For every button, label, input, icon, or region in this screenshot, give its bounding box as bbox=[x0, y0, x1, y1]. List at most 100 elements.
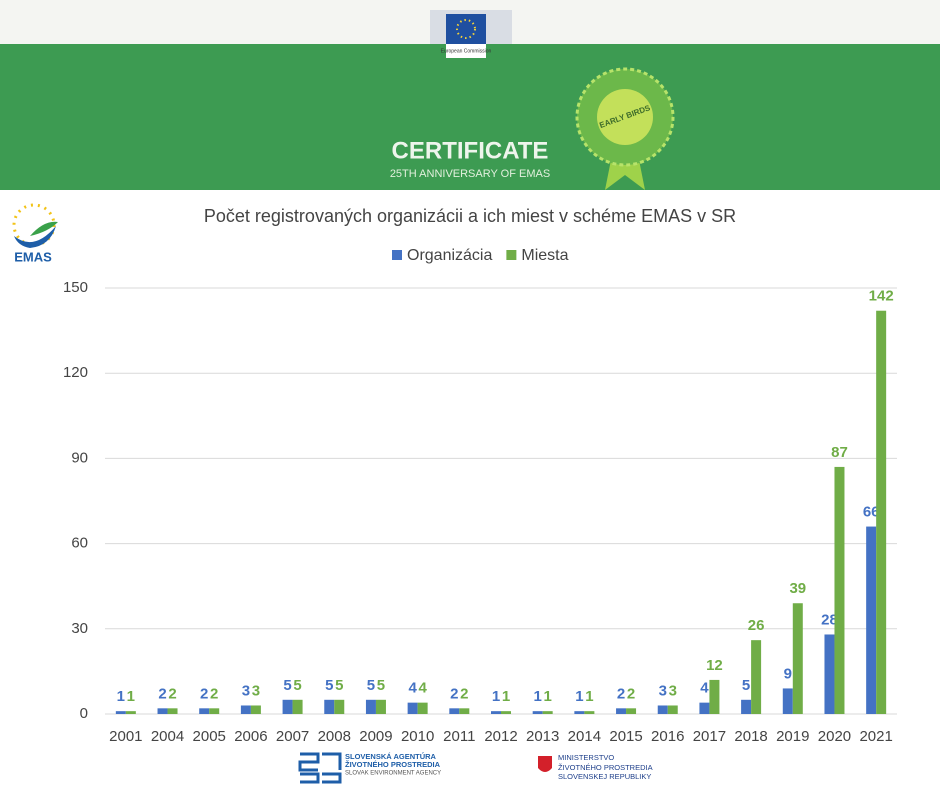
data-label: 2 bbox=[168, 685, 176, 702]
bar bbox=[741, 699, 752, 714]
data-label: 5 bbox=[293, 677, 301, 694]
data-label: 1 bbox=[544, 688, 552, 705]
bar bbox=[365, 699, 376, 714]
agency-logo bbox=[298, 752, 342, 784]
bar bbox=[407, 702, 418, 714]
header-subtitle: 25TH ANNIVERSARY OF EMAS bbox=[390, 168, 550, 180]
x-tick-label: 2008 bbox=[318, 728, 351, 745]
data-label: 1 bbox=[575, 688, 583, 705]
bar bbox=[334, 699, 345, 714]
x-tick-label: 2004 bbox=[151, 728, 184, 745]
bar bbox=[866, 526, 877, 714]
bar bbox=[574, 711, 585, 714]
legend-label: Organizácia bbox=[407, 247, 492, 264]
bar bbox=[375, 699, 386, 714]
data-label: 3 bbox=[669, 682, 677, 699]
data-label: 3 bbox=[242, 682, 250, 699]
y-tick-label: 150 bbox=[63, 279, 88, 296]
data-label: 4 bbox=[408, 680, 417, 697]
bar bbox=[834, 466, 845, 714]
x-tick-label: 2021 bbox=[859, 728, 892, 745]
x-tick-label: 2011 bbox=[443, 728, 475, 745]
y-tick-label: 0 bbox=[80, 705, 88, 722]
bar bbox=[125, 711, 136, 714]
x-tick-label: 2020 bbox=[818, 728, 851, 745]
x-tick-label: 2015 bbox=[609, 728, 642, 745]
eu-stars bbox=[456, 19, 476, 39]
x-tick-label: 2016 bbox=[651, 728, 684, 745]
x-tick-label: 2005 bbox=[193, 728, 226, 745]
bar bbox=[699, 702, 710, 714]
header-band bbox=[0, 44, 940, 190]
y-tick-label: 30 bbox=[71, 620, 88, 637]
data-label: 9 bbox=[784, 665, 792, 682]
bar bbox=[616, 708, 627, 714]
ministry-crest bbox=[538, 756, 552, 772]
bar bbox=[626, 708, 637, 714]
data-label: 2 bbox=[210, 685, 218, 702]
bar bbox=[199, 708, 210, 714]
x-tick-label: 2006 bbox=[234, 728, 267, 745]
chart-title: Počet registrovaných organizácii a ich m… bbox=[204, 206, 736, 226]
data-label: 142 bbox=[869, 288, 894, 305]
emas-leaf bbox=[30, 221, 58, 236]
x-tick-label: 2001 bbox=[109, 728, 142, 745]
x-tick-label: 2017 bbox=[693, 728, 726, 745]
ministry-name: ŽIVOTNÉHO PROSTREDIA bbox=[558, 763, 653, 772]
data-label: 1 bbox=[492, 688, 500, 705]
data-label: 5 bbox=[367, 677, 375, 694]
data-label: 1 bbox=[127, 688, 135, 705]
bar bbox=[584, 711, 595, 714]
agency-name: ŽIVOTNÉHO PROSTREDIA bbox=[345, 760, 441, 769]
bar bbox=[782, 688, 793, 714]
data-label: 87 bbox=[831, 444, 848, 461]
y-tick-label: 90 bbox=[71, 449, 88, 466]
ministry-name: MINISTERSTVO bbox=[558, 753, 614, 762]
x-tick-label: 2012 bbox=[484, 728, 517, 745]
bar bbox=[250, 705, 261, 714]
bar bbox=[709, 679, 720, 714]
x-tick-label: 2007 bbox=[276, 728, 309, 745]
bar bbox=[417, 702, 428, 714]
bar bbox=[167, 708, 178, 714]
data-label: 4 bbox=[700, 680, 709, 697]
data-label: 2 bbox=[627, 685, 635, 702]
data-label: 5 bbox=[377, 677, 385, 694]
bar bbox=[751, 640, 762, 714]
header-title: CERTIFICATE bbox=[392, 137, 549, 164]
bar bbox=[324, 699, 335, 714]
bar bbox=[449, 708, 460, 714]
data-label: 2 bbox=[460, 685, 468, 702]
bar bbox=[292, 699, 303, 714]
agency-english: SLOVAK ENVIRONMENT AGENCY bbox=[345, 771, 441, 777]
bar bbox=[657, 705, 668, 714]
data-label: 2 bbox=[158, 685, 166, 702]
data-label: 4 bbox=[418, 680, 427, 697]
data-label: 12 bbox=[706, 657, 723, 674]
x-tick-label: 2014 bbox=[568, 728, 601, 745]
eu-flag bbox=[446, 14, 486, 44]
x-tick-label: 2013 bbox=[526, 728, 559, 745]
agency-name: SLOVENSKÁ AGENTÚRA bbox=[345, 752, 437, 761]
data-label: 5 bbox=[283, 677, 291, 694]
data-label: 39 bbox=[789, 580, 806, 597]
bar bbox=[667, 705, 678, 714]
bar bbox=[824, 634, 835, 714]
data-label: 5 bbox=[325, 677, 333, 694]
legend-swatch bbox=[506, 250, 517, 260]
y-tick-label: 120 bbox=[63, 364, 88, 381]
bar bbox=[282, 699, 293, 714]
data-label: 5 bbox=[335, 677, 343, 694]
bar bbox=[792, 603, 803, 714]
bar bbox=[209, 708, 220, 714]
data-label: 2 bbox=[200, 685, 208, 702]
emas-swoosh bbox=[14, 226, 56, 248]
y-tick-label: 60 bbox=[71, 535, 88, 552]
emas-label: EMAS bbox=[14, 249, 52, 264]
data-label: 1 bbox=[502, 688, 510, 705]
bar bbox=[542, 711, 553, 714]
bar bbox=[240, 705, 251, 714]
legend-swatch bbox=[392, 250, 402, 260]
eu-label: European Commission bbox=[441, 48, 492, 54]
